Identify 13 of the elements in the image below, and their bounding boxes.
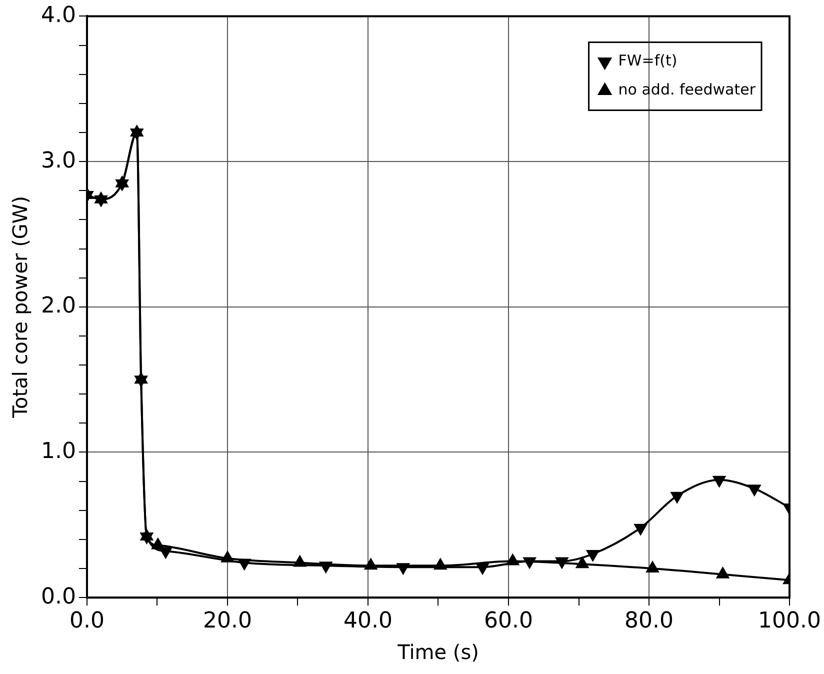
x-tick-label: 60.0 xyxy=(484,608,533,634)
y-tick-label: 0.0 xyxy=(40,584,76,610)
y-tick-label: 3.0 xyxy=(40,148,76,174)
y-tick-label: 4.0 xyxy=(40,2,76,28)
y-axis-title: Total core power (GW) xyxy=(8,196,32,419)
x-tick-label: 80.0 xyxy=(624,608,674,634)
x-tick-label: 40.0 xyxy=(344,608,392,634)
x-tick-label: 0.0 xyxy=(69,608,104,634)
x-axis-title: Time (s) xyxy=(396,640,479,664)
y-tick-label: 1.0 xyxy=(40,438,76,464)
y-tick-label: 2.0 xyxy=(40,294,76,319)
x-tick-label: 20.0 xyxy=(203,608,252,634)
x-tick-label: 100.0 xyxy=(758,608,821,634)
